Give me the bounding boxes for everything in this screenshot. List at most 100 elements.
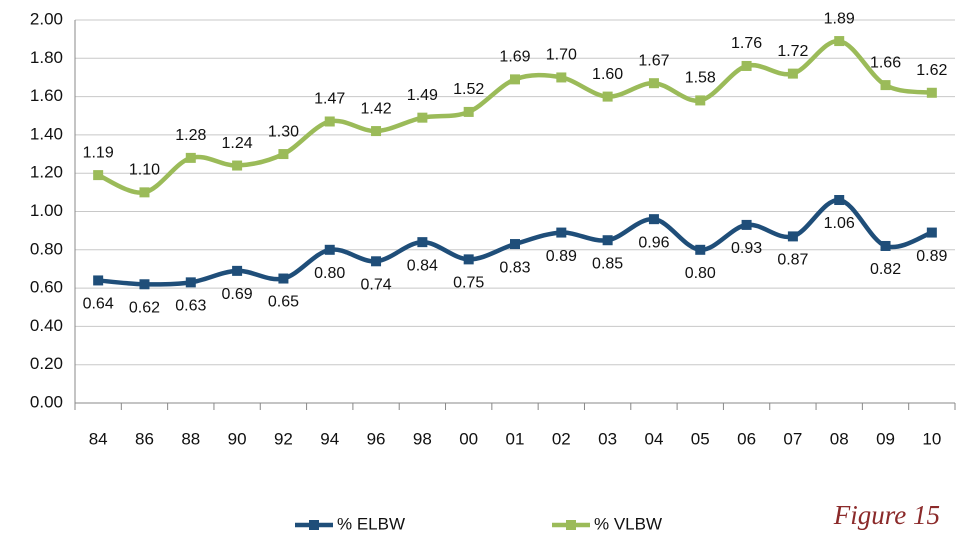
point-marker xyxy=(787,68,798,79)
point-marker xyxy=(417,237,428,248)
data-label: 0.83 xyxy=(499,259,530,276)
data-label: 0.96 xyxy=(638,234,669,251)
data-label: 1.49 xyxy=(407,87,438,104)
data-label: 0.85 xyxy=(592,255,623,272)
data-label: 0.89 xyxy=(546,248,577,265)
data-label: 0.89 xyxy=(916,248,947,265)
y-tick-label: 1.80 xyxy=(30,48,63,67)
y-tick-label: 1.00 xyxy=(30,201,63,220)
data-label: 1.30 xyxy=(268,123,299,140)
data-label: 1.06 xyxy=(824,215,855,232)
data-label: 0.75 xyxy=(453,275,484,292)
x-tick-label: 01 xyxy=(506,429,525,448)
point-marker xyxy=(926,227,937,238)
data-label: 1.70 xyxy=(546,47,577,64)
data-label: 0.93 xyxy=(731,240,762,257)
x-tick-label: 10 xyxy=(922,429,941,448)
point-marker xyxy=(695,95,706,106)
y-tick-label: 1.20 xyxy=(30,163,63,182)
point-marker xyxy=(278,149,289,160)
x-tick-label: 86 xyxy=(135,429,154,448)
point-marker xyxy=(185,277,196,288)
data-label: 1.72 xyxy=(777,43,808,60)
y-tick-label: 1.40 xyxy=(30,124,63,143)
legend-swatch xyxy=(566,520,576,530)
point-marker xyxy=(510,74,520,85)
x-tick-label: 04 xyxy=(644,429,663,448)
data-label: 0.80 xyxy=(314,265,345,282)
x-tick-label: 07 xyxy=(783,429,802,448)
data-label: 1.76 xyxy=(731,35,762,52)
data-label: 0.65 xyxy=(268,294,299,311)
point-marker xyxy=(232,160,243,171)
x-tick-label: 09 xyxy=(876,429,895,448)
point-marker xyxy=(93,170,104,181)
x-tick-label: 92 xyxy=(274,429,293,448)
data-label: 1.24 xyxy=(222,135,253,152)
data-label: 0.69 xyxy=(222,286,253,303)
x-tick-label: 02 xyxy=(552,429,571,448)
y-tick-label: 0.60 xyxy=(30,278,63,297)
y-tick-label: 0.40 xyxy=(30,316,63,335)
y-tick-label: 1.60 xyxy=(30,86,63,105)
point-marker xyxy=(371,256,382,267)
point-marker xyxy=(463,106,474,117)
data-label: 1.58 xyxy=(685,70,716,87)
data-label: 1.60 xyxy=(592,66,623,83)
point-marker xyxy=(324,244,335,255)
legend-label: % ELBW xyxy=(337,514,405,533)
point-marker xyxy=(139,187,150,198)
y-tick-label: 0.00 xyxy=(30,392,63,411)
y-tick-label: 0.80 xyxy=(30,239,63,258)
x-tick-label: 96 xyxy=(367,429,386,448)
x-tick-label: 06 xyxy=(737,429,756,448)
point-marker xyxy=(787,231,798,242)
point-marker xyxy=(834,195,845,206)
legend-swatch xyxy=(309,520,319,530)
legend-label: % VLBW xyxy=(594,514,662,533)
x-tick-label: 94 xyxy=(320,429,339,448)
point-marker xyxy=(834,36,845,47)
point-marker xyxy=(185,152,196,163)
data-label: 0.64 xyxy=(83,296,114,313)
x-tick-label: 08 xyxy=(830,429,849,448)
point-marker xyxy=(880,240,891,251)
point-marker xyxy=(324,116,335,127)
figure-label: Figure 15 xyxy=(833,500,940,530)
data-label: 0.74 xyxy=(360,277,391,294)
x-tick-label: 05 xyxy=(691,429,710,448)
point-marker xyxy=(602,235,613,246)
data-label: 0.82 xyxy=(870,261,901,278)
data-label: 0.84 xyxy=(407,257,438,274)
data-label: 1.62 xyxy=(916,62,947,79)
data-label: 1.47 xyxy=(314,91,345,108)
data-label: 1.10 xyxy=(129,162,160,179)
data-label: 1.19 xyxy=(83,144,114,161)
point-marker xyxy=(648,214,659,225)
point-marker xyxy=(741,219,752,230)
data-label: 1.28 xyxy=(175,127,206,144)
point-marker xyxy=(232,265,243,276)
point-marker xyxy=(556,72,567,83)
data-label: 0.80 xyxy=(685,265,716,282)
x-tick-label: 03 xyxy=(598,429,617,448)
data-label: 1.52 xyxy=(453,81,484,98)
x-tick-label: 88 xyxy=(181,429,200,448)
data-label: 1.69 xyxy=(499,49,530,66)
point-marker xyxy=(741,60,752,71)
data-label: 0.87 xyxy=(777,252,808,269)
x-tick-label: 00 xyxy=(459,429,478,448)
point-marker xyxy=(695,244,706,255)
x-tick-label: 90 xyxy=(228,429,247,448)
point-marker xyxy=(648,78,659,89)
data-label: 1.89 xyxy=(824,10,855,27)
x-tick-label: 98 xyxy=(413,429,432,448)
data-label: 0.63 xyxy=(175,298,206,315)
y-tick-label: 2.00 xyxy=(30,9,63,28)
point-marker xyxy=(510,239,520,250)
data-label: 1.42 xyxy=(360,100,391,117)
point-marker xyxy=(602,91,613,102)
x-tick-label: 84 xyxy=(89,429,108,448)
point-marker xyxy=(93,275,104,286)
point-marker xyxy=(371,126,382,137)
